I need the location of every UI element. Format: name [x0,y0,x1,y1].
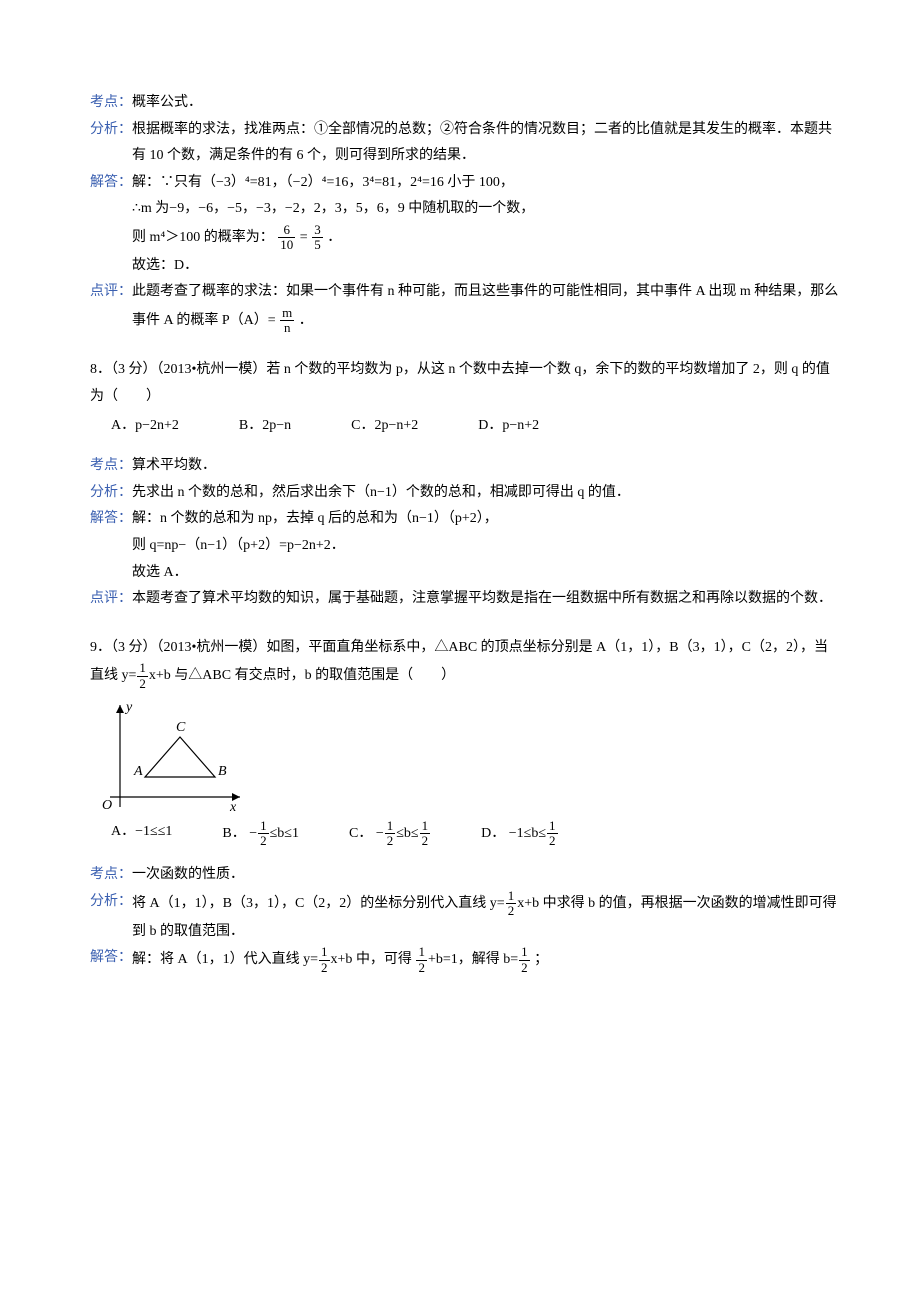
q8-jieda: 解：n 个数的总和为 np，去掉 q 后的总和为（n−1）（p+2）， 则 q=… [132,506,840,586]
fig-A: A [133,764,143,779]
label-jieda: 解答： [90,945,132,972]
q7-kaodian: 概率公式． [132,90,840,117]
q7-dianping-row: 点评： 此题考查了概率的求法：如果一个事件有 n 种可能，而且这些事件的可能性相… [90,279,840,335]
q9-jieda-row: 解答： 解：将 A（1，1）代入直线 y=12x+b 中，可得 12+b=1，解… [90,945,840,975]
q7-jieda-row: 解答： 解：∵只有（−3）⁴=81，（−2）⁴=16，3⁴=81，2⁴=16 小… [90,170,840,279]
q9-optC: C． −12≤b≤12 [349,819,431,849]
q9-stem-eq: y=12x+b [122,668,175,683]
q9-kaodian-row: 考点： 一次函数的性质． [90,862,840,889]
q8-optA: A．p−2n+2 [111,413,179,440]
q9-fenxi-row: 分析： 将 A（1，1），B（3，1），C（2，2）的坐标分别代入直线 y=12… [90,889,840,945]
q7-jieda-l1: 解：∵只有（−3）⁴=81，（−2）⁴=16，3⁴=81，2⁴=16 小于 10… [132,170,840,197]
frac-3-5: 35 [312,223,323,253]
q9-stem: 9．（3 分）（2013•杭州一模）如图，平面直角坐标系中，△ABC 的顶点坐标… [90,635,840,691]
q8-optB: B．2p−n [239,413,291,440]
q9-options: A．−1≤≤1 B． −12≤b≤1 C． −12≤b≤12 D． −1≤b≤1… [111,819,840,849]
label-fenxi: 分析： [90,480,132,507]
q8-kaodian: 算术平均数． [132,453,840,480]
frac-6-10: 610 [278,223,295,253]
q7-jieda-l3: 则 m⁴＞100 的概率为： 610 = 35 ． [132,223,840,253]
fig-B: B [218,764,227,779]
q8-jieda-l3: 故选 A． [132,560,840,587]
label-fenxi: 分析： [90,117,132,144]
q7-dianping: 此题考查了概率的求法：如果一个事件有 n 种可能，而且这些事件的可能性相同，其中… [132,279,840,335]
label-kaodian: 考点： [90,453,132,480]
q9-jieda: 解：将 A（1，1）代入直线 y=12x+b 中，可得 12+b=1，解得 b=… [132,945,840,975]
q8-dianping-row: 点评： 本题考查了算术平均数的知识，属于基础题，注意掌握平均数是指在一组数据中所… [90,586,840,613]
q9-optB: B． −12≤b≤1 [222,819,299,849]
fig-O: O [102,798,112,813]
label-jieda: 解答： [90,170,132,197]
q8-jieda-l1: 解：n 个数的总和为 np，去掉 q 后的总和为（n−1）（p+2）， [132,506,840,533]
q7-fenxi-row: 分析： 根据概率的求法，找准两点：①全部情况的总数；②符合条件的情况数目；二者的… [90,117,840,170]
q8-options: A．p−2n+2 B．2p−n C．2p−n+2 D．p−n+2 [111,413,840,440]
fig-C: C [176,720,186,735]
label-dianping: 点评： [90,586,132,613]
fig-x: x [229,800,237,815]
q8-optC: C．2p−n+2 [351,413,418,440]
q7-fenxi: 根据概率的求法，找准两点：①全部情况的总数；②符合条件的情况数目；二者的比值就是… [132,117,840,170]
q7-jieda: 解：∵只有（−3）⁴=81，（−2）⁴=16，3⁴=81，2⁴=16 小于 10… [132,170,840,279]
q9-figure: O x y A B C [90,697,840,817]
frac-m-n: mn [280,306,294,336]
label-kaodian: 考点： [90,862,132,889]
fig-y: y [124,700,133,715]
q8-dianping: 本题考查了算术平均数的知识，属于基础题，注意掌握平均数是指在一组数据中所有数据之… [132,586,840,613]
label-fenxi: 分析： [90,889,132,916]
q7-jieda-l4: 故选：D． [132,253,840,280]
q9-fenxi: 将 A（1，1），B（3，1），C（2，2）的坐标分别代入直线 y=12x+b … [132,889,840,945]
q8-jieda-l2: 则 q=np−（n−1）（p+2）=p−2n+2． [132,533,840,560]
q9-kaodian: 一次函数的性质． [132,862,840,889]
q9-optA: A．−1≤≤1 [111,819,172,849]
q9-optD: D． −1≤b≤12 [481,819,558,849]
q8-jieda-row: 解答： 解：n 个数的总和为 np，去掉 q 后的总和为（n−1）（p+2）， … [90,506,840,586]
q8-fenxi: 先求出 n 个数的总和，然后求出余下（n−1）个数的总和，相减即可得出 q 的值… [132,480,840,507]
label-dianping: 点评： [90,279,132,306]
q7-jieda-l2: ∴m 为−9，−6，−5，−3，−2，2，3，5，6，9 中随机取的一个数， [132,196,840,223]
label-jieda: 解答： [90,506,132,533]
q8-kaodian-row: 考点： 算术平均数． [90,453,840,480]
q8-stem: 8．（3 分）（2013•杭州一模）若 n 个数的平均数为 p，从这 n 个数中… [90,357,840,410]
q8-fenxi-row: 分析： 先求出 n 个数的总和，然后求出余下（n−1）个数的总和，相减即可得出 … [90,480,840,507]
label-kaodian: 考点： [90,90,132,117]
q7-kaodian-row: 考点： 概率公式． [90,90,840,117]
q8-optD: D．p−n+2 [478,413,539,440]
